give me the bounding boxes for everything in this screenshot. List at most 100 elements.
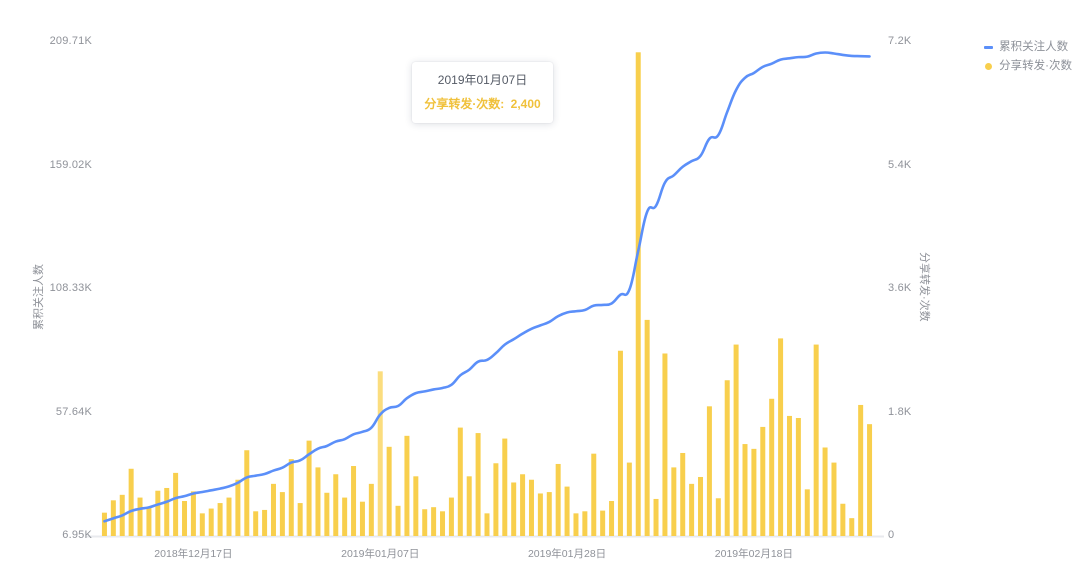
- bar[interactable]: [235, 479, 241, 536]
- bar[interactable]: [840, 503, 846, 536]
- chart-legend[interactable]: 累积关注人数 分享转发·次数: [984, 38, 1072, 76]
- bar[interactable]: [635, 52, 641, 536]
- bar[interactable]: [262, 509, 268, 536]
- bar[interactable]: [689, 483, 695, 536]
- bar[interactable]: [377, 371, 383, 536]
- bar[interactable]: [537, 493, 543, 536]
- bar[interactable]: [475, 433, 481, 536]
- bar[interactable]: [778, 338, 784, 536]
- bar[interactable]: [351, 466, 357, 536]
- bar[interactable]: [511, 482, 517, 536]
- bar[interactable]: [813, 344, 819, 536]
- bar[interactable]: [422, 509, 428, 536]
- bar[interactable]: [849, 518, 855, 536]
- bar[interactable]: [653, 498, 659, 536]
- bar[interactable]: [253, 511, 259, 536]
- bar[interactable]: [502, 438, 508, 536]
- bar[interactable]: [404, 435, 410, 536]
- bar[interactable]: [146, 506, 152, 537]
- bar[interactable]: [279, 492, 285, 536]
- bar[interactable]: [448, 497, 454, 536]
- bar[interactable]: [858, 404, 864, 536]
- bar[interactable]: [804, 489, 810, 536]
- bar[interactable]: [662, 353, 668, 536]
- bar[interactable]: [573, 513, 579, 536]
- bar[interactable]: [342, 497, 348, 536]
- bar[interactable]: [644, 319, 650, 537]
- bar[interactable]: [208, 508, 214, 536]
- bar[interactable]: [324, 492, 330, 536]
- bar[interactable]: [520, 474, 526, 536]
- bar[interactable]: [715, 498, 721, 536]
- bar[interactable]: [182, 501, 188, 536]
- bar[interactable]: [359, 501, 365, 536]
- bar[interactable]: [626, 462, 632, 536]
- bar[interactable]: [128, 468, 134, 536]
- bar[interactable]: [617, 350, 623, 536]
- bar[interactable]: [591, 453, 597, 536]
- y-axis-right-tick: 5.4K: [888, 158, 912, 171]
- bar[interactable]: [315, 467, 321, 536]
- bar[interactable]: [733, 344, 739, 536]
- bar[interactable]: [769, 398, 775, 536]
- legend-item-cumulative-followers[interactable]: 累积关注人数: [984, 38, 1072, 57]
- x-axis-tick: 2019年01月28日: [527, 548, 607, 560]
- bar[interactable]: [457, 427, 463, 536]
- bar[interactable]: [173, 472, 179, 536]
- bar[interactable]: [546, 492, 552, 536]
- bar[interactable]: [786, 415, 792, 536]
- bar[interactable]: [288, 459, 294, 536]
- bar[interactable]: [386, 446, 392, 536]
- y-axis-left-tick: 209.71K: [49, 35, 92, 47]
- bar[interactable]: [706, 406, 712, 536]
- bar[interactable]: [199, 513, 205, 536]
- bar[interactable]: [867, 424, 873, 536]
- bar[interactable]: [493, 463, 499, 536]
- bar[interactable]: [795, 417, 801, 536]
- tooltip-series-label: 分享转发·次数:: [424, 97, 505, 111]
- bar[interactable]: [600, 510, 606, 536]
- cumulative-followers-line[interactable]: [103, 51, 871, 523]
- bar[interactable]: [528, 479, 534, 536]
- line-series[interactable]: [103, 51, 871, 523]
- bar[interactable]: [742, 444, 748, 536]
- bar[interactable]: [137, 497, 143, 536]
- bar[interactable]: [226, 497, 232, 536]
- bar[interactable]: [164, 487, 170, 536]
- bar[interactable]: [190, 491, 196, 536]
- x-axis-tick: 2019年01月07日: [341, 548, 420, 560]
- bar[interactable]: [671, 467, 677, 536]
- bar[interactable]: [155, 490, 161, 536]
- legend-item-shares[interactable]: 分享转发·次数: [984, 57, 1072, 76]
- bar[interactable]: [484, 513, 490, 536]
- bar[interactable]: [751, 448, 757, 536]
- bar-series[interactable]: [101, 52, 873, 537]
- bar[interactable]: [440, 511, 446, 536]
- bar[interactable]: [413, 476, 419, 536]
- y-axis-left-tick: 159.02K: [49, 158, 92, 171]
- bar[interactable]: [217, 503, 223, 536]
- y-axis-left-tick: 108.33K: [49, 282, 92, 294]
- bar[interactable]: [760, 426, 766, 536]
- bar[interactable]: [724, 380, 730, 536]
- bar[interactable]: [297, 503, 303, 536]
- bar[interactable]: [306, 440, 312, 536]
- bar[interactable]: [555, 463, 561, 536]
- bar[interactable]: [270, 483, 276, 536]
- y-axis-right-tick: 0: [888, 529, 895, 541]
- bar[interactable]: [431, 507, 437, 536]
- bar[interactable]: [822, 447, 828, 536]
- bar[interactable]: [395, 505, 401, 536]
- bar[interactable]: [101, 512, 107, 536]
- bar[interactable]: [582, 511, 588, 536]
- bar[interactable]: [698, 476, 704, 536]
- bar[interactable]: [831, 462, 837, 536]
- bar[interactable]: [680, 452, 686, 536]
- bar[interactable]: [244, 450, 250, 536]
- bar[interactable]: [466, 476, 472, 536]
- bar[interactable]: [333, 474, 339, 536]
- bar[interactable]: [368, 483, 374, 536]
- bar[interactable]: [609, 501, 615, 536]
- bar[interactable]: [564, 486, 570, 536]
